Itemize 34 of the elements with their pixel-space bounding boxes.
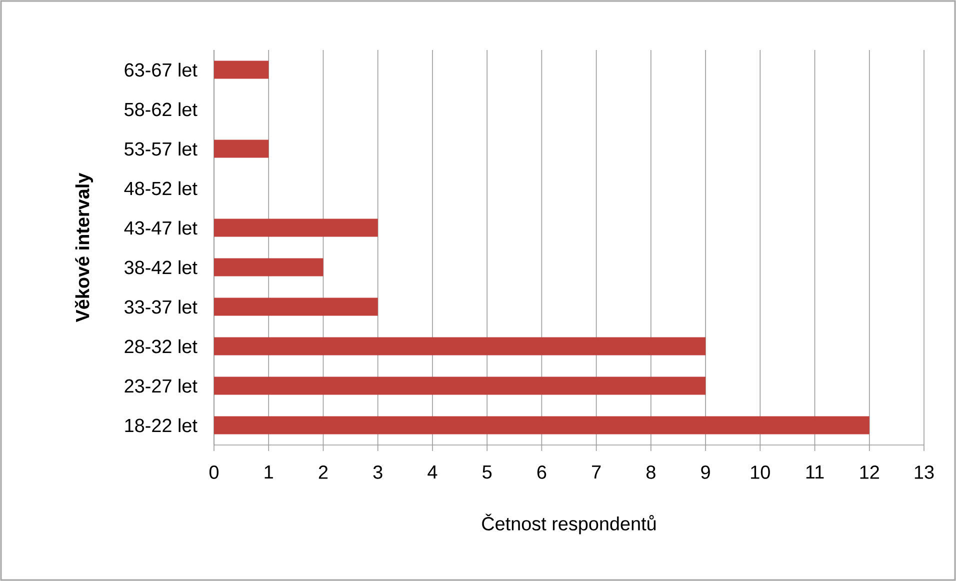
x-tick-label: 13	[914, 466, 934, 479]
y-tick-label: 53-57 let	[124, 142, 198, 156]
x-tick-label: 2	[318, 466, 328, 479]
x-tick-label: 4	[428, 466, 438, 479]
bar	[214, 258, 324, 276]
x-tick-label: 5	[482, 466, 492, 479]
y-tick-label: 28-32 let	[124, 339, 198, 354]
x-axis-title: Četnost respondentů	[482, 514, 656, 534]
x-tick-label: 8	[646, 466, 656, 479]
x-tick-label: 10	[751, 466, 770, 479]
x-tick-label: 6	[537, 466, 546, 479]
y-tick-label: 18-22 let	[125, 418, 198, 432]
bar	[214, 376, 706, 395]
bar	[214, 337, 706, 356]
bar	[214, 140, 269, 158]
bar	[214, 298, 378, 316]
bar	[214, 416, 870, 434]
y-tick-label: 58-62 let	[124, 102, 198, 116]
y-tick-label: 43-47 let	[124, 220, 198, 235]
x-tick-label: 12	[860, 466, 879, 479]
y-axis-title: Věkové intervaly	[74, 172, 94, 322]
x-tick-label: 9	[701, 466, 710, 479]
y-tick-label: 33-37 let	[124, 300, 198, 314]
x-tick-label: 3	[373, 466, 382, 479]
y-tick-label: 23-27 let	[124, 378, 198, 393]
x-tick-label: 0	[209, 466, 219, 479]
bar	[214, 218, 378, 237]
y-tick-label: 38-42 let	[124, 260, 198, 274]
x-tick-label: 1	[264, 466, 273, 479]
x-tick-label: 7	[592, 466, 601, 479]
bar	[214, 60, 269, 79]
y-tick-label: 48-52 let	[124, 181, 198, 196]
y-tick-label: 63-67 let	[124, 62, 198, 77]
x-tick-label: 11	[806, 466, 824, 479]
